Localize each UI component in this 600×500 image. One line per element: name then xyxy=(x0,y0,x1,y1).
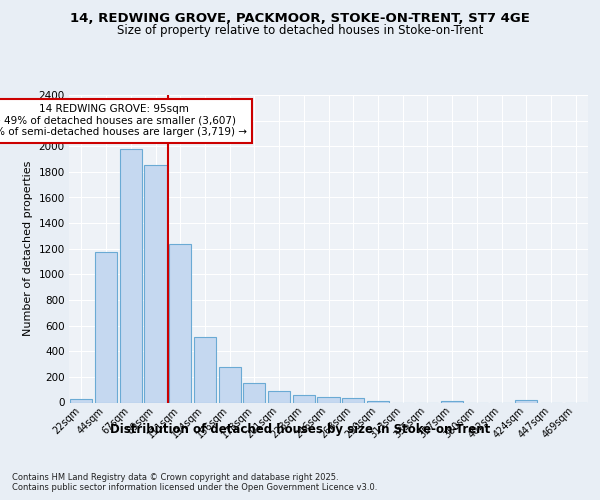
Y-axis label: Number of detached properties: Number of detached properties xyxy=(23,161,33,336)
Bar xyxy=(243,382,265,402)
Text: Distribution of detached houses by size in Stoke-on-Trent: Distribution of detached houses by size … xyxy=(110,422,490,436)
Text: Size of property relative to detached houses in Stoke-on-Trent: Size of property relative to detached ho… xyxy=(117,24,483,37)
Text: Contains public sector information licensed under the Open Government Licence v3: Contains public sector information licen… xyxy=(12,482,377,492)
Bar xyxy=(268,391,290,402)
Bar xyxy=(70,400,92,402)
Bar xyxy=(317,397,340,402)
Bar xyxy=(218,366,241,402)
Bar xyxy=(293,396,315,402)
Bar xyxy=(194,336,216,402)
Bar xyxy=(342,398,364,402)
Text: Contains HM Land Registry data © Crown copyright and database right 2025.: Contains HM Land Registry data © Crown c… xyxy=(12,472,338,482)
Bar xyxy=(169,244,191,402)
Bar xyxy=(95,252,117,402)
Text: 14 REDWING GROVE: 95sqm
← 49% of detached houses are smaller (3,607)
50% of semi: 14 REDWING GROVE: 95sqm ← 49% of detache… xyxy=(0,104,247,138)
Bar xyxy=(145,166,167,402)
Text: 14, REDWING GROVE, PACKMOOR, STOKE-ON-TRENT, ST7 4GE: 14, REDWING GROVE, PACKMOOR, STOKE-ON-TR… xyxy=(70,12,530,26)
Bar xyxy=(367,401,389,402)
Bar xyxy=(515,400,538,402)
Bar xyxy=(119,150,142,402)
